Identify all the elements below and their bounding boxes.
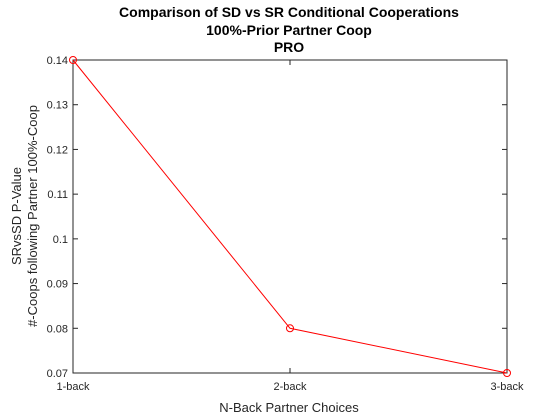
y-tick-label: 0.08	[47, 323, 68, 335]
y-axis-label-line-1: SRvsSD P-Value	[9, 167, 24, 265]
x-tick-label: 2-back	[273, 381, 307, 393]
data-point-marker	[503, 369, 511, 377]
y-tick-label: 0.09	[47, 279, 68, 291]
y-tick-label: 0.13	[47, 100, 68, 112]
y-axis: 0.07 0.08 0.09 0.1 0.11 0.12 0.13 0.14	[47, 55, 507, 380]
x-axis-label: N-Back Partner Choices	[219, 400, 359, 415]
x-tick-label: 3-back	[490, 381, 524, 393]
x-axis: 1-back 2-back 3-back	[56, 60, 524, 393]
chart-title-line-1: Comparison of SD vs SR Conditional Coope…	[119, 4, 459, 20]
chart-title: Comparison of SD vs SR Conditional Coope…	[119, 4, 459, 55]
y-tick-label: 0.11	[47, 189, 68, 201]
y-tick-label: 0.07	[47, 368, 68, 380]
y-tick-label: 0.12	[47, 144, 68, 156]
series-lines	[69, 56, 511, 377]
data-point-marker	[69, 56, 77, 64]
y-axis-label-line-2: #-Coops following Partner 100%-Coop	[25, 105, 40, 327]
data-point-marker	[286, 324, 294, 333]
series-line	[72, 59, 508, 374]
plot-area	[72, 59, 508, 374]
y-tick-label: 0.14	[47, 55, 68, 67]
x-tick-label: 1-back	[56, 381, 90, 393]
chart-title-line-2: 100%-Prior Partner Coop	[206, 22, 372, 38]
y-tick-label: 0.1	[53, 234, 68, 246]
chart-title-line-3: PRO	[274, 39, 304, 55]
